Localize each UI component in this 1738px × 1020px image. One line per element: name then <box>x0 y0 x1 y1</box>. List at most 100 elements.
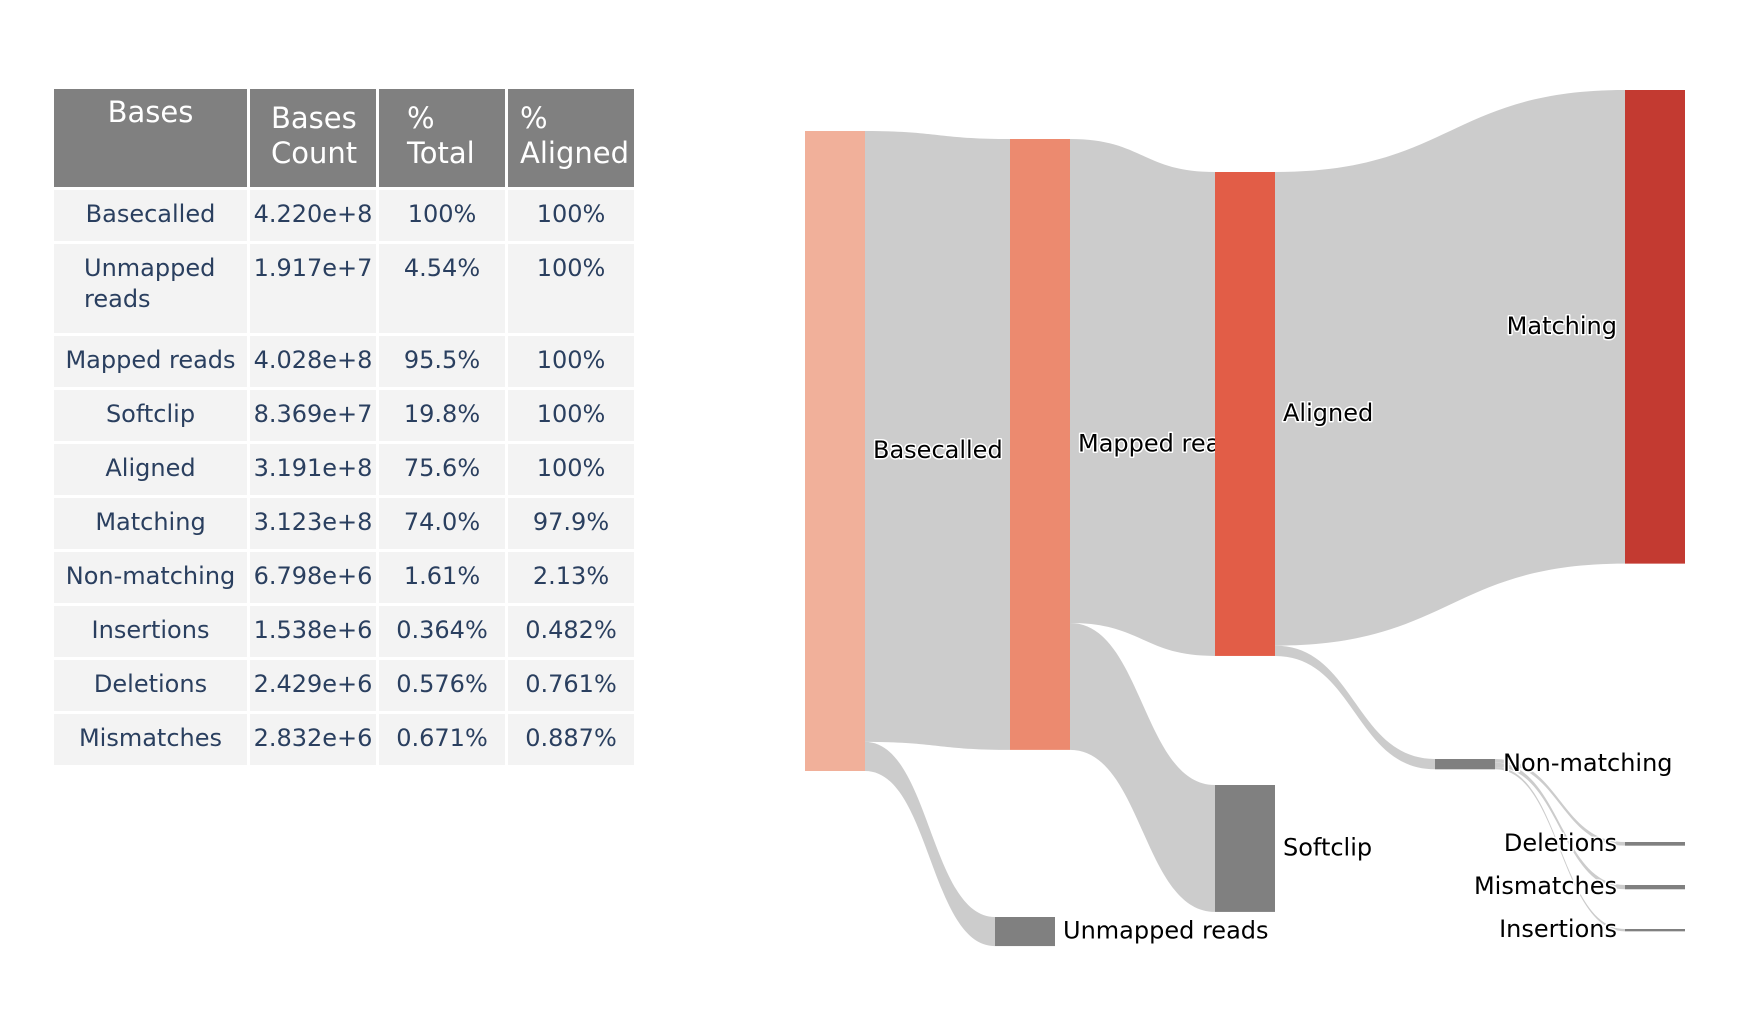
sankey-link-non-matching-to-insertions <box>1495 766 1625 932</box>
sankey-link-mapped-reads-to-softclip <box>1070 622 1215 912</box>
row-aligned: 2.13% <box>508 552 634 603</box>
sankey-label-deletions: Deletions <box>1504 829 1617 857</box>
row-count: 1.917e+7 <box>250 244 376 333</box>
row-count: 3.123e+8 <box>250 498 376 549</box>
sankey-link-non-matching-to-mismatches <box>1495 762 1625 890</box>
header-bases-count: Bases Count <box>250 89 376 187</box>
sankey-node-non-matching <box>1435 759 1495 770</box>
sankey-node-insertions <box>1625 929 1685 932</box>
row-aligned: 100% <box>508 190 634 241</box>
table-body: Basecalled 4.220e+8 100% 100% Unmapped re… <box>54 190 634 765</box>
header-line: Count <box>271 136 358 170</box>
row-total: 75.6% <box>379 444 505 495</box>
sankey-node-softclip <box>1215 785 1275 912</box>
table-row: Softclip 8.369e+7 19.8% 100% <box>54 390 634 441</box>
sankey-node-deletions <box>1625 842 1685 846</box>
stats-table: Bases Bases Count % Total % Aligned Basecal… <box>51 86 637 768</box>
row-total: 95.5% <box>379 336 505 387</box>
sankey-label-unmapped-reads: Unmapped reads <box>1063 917 1269 945</box>
table-row: Basecalled 4.220e+8 100% 100% <box>54 190 634 241</box>
header-pct-aligned: % Aligned <box>508 89 634 187</box>
row-label: Matching <box>54 498 247 549</box>
row-total: 1.61% <box>379 552 505 603</box>
row-count: 6.798e+6 <box>250 552 376 603</box>
header-line: Total <box>407 136 475 170</box>
row-total: 0.576% <box>379 660 505 711</box>
table-header-row: Bases Bases Count % Total % Aligned <box>54 89 634 187</box>
sankey-link-basecalled-to-mapped-reads <box>865 131 1010 750</box>
row-aligned: 0.482% <box>508 606 634 657</box>
row-total: 100% <box>379 190 505 241</box>
row-aligned: 100% <box>508 390 634 441</box>
row-total: 4.54% <box>379 244 505 333</box>
row-label: Basecalled <box>54 190 247 241</box>
header-line: Bases <box>271 101 357 135</box>
sankey-node-matching <box>1625 90 1685 564</box>
header-line: % <box>520 101 548 135</box>
row-total: 0.671% <box>379 714 505 765</box>
table-row: Mismatches 2.832e+6 0.671% 0.887% <box>54 714 634 765</box>
row-aligned: 100% <box>508 444 634 495</box>
header-text: % Aligned <box>508 89 634 171</box>
row-count: 8.369e+7 <box>250 390 376 441</box>
sankey-link-aligned-to-non-matching <box>1275 645 1435 770</box>
row-label: Insertions <box>54 606 247 657</box>
table-row: Matching 3.123e+8 74.0% 97.9% <box>54 498 634 549</box>
header-line: Aligned <box>520 136 629 170</box>
row-label: Softclip <box>54 390 247 441</box>
table-row: Insertions 1.538e+6 0.364% 0.482% <box>54 606 634 657</box>
sankey-node-mapped-reads <box>1010 139 1070 750</box>
sankey-label-mismatches: Mismatches <box>1474 872 1617 900</box>
header-bases: Bases <box>54 89 247 187</box>
table-row: Unmapped reads 1.917e+7 4.54% 100% <box>54 244 634 333</box>
row-total: 74.0% <box>379 498 505 549</box>
table-header: Bases Bases Count % Total % Aligned <box>54 89 634 187</box>
row-count: 4.220e+8 <box>250 190 376 241</box>
row-total: 19.8% <box>379 390 505 441</box>
row-aligned: 100% <box>508 336 634 387</box>
header-text: % Total <box>379 89 505 171</box>
row-aligned: 0.761% <box>508 660 634 711</box>
sankey-link-mapped-reads-to-aligned <box>1070 139 1215 656</box>
row-total: 0.364% <box>379 606 505 657</box>
sankey-label-insertions: Insertions <box>1499 915 1617 943</box>
sankey-label-basecalled: Basecalled <box>873 436 1003 464</box>
row-aligned: 97.9% <box>508 498 634 549</box>
sankey-node-mismatches <box>1625 885 1685 890</box>
header-text: Bases <box>54 89 247 130</box>
row-count: 1.538e+6 <box>250 606 376 657</box>
row-aligned: 0.887% <box>508 714 634 765</box>
sankey-node-unmapped-reads <box>995 917 1055 947</box>
row-aligned: 100% <box>508 244 634 333</box>
sankey-labels: Basecalled Unmapped reads Mapped reads Soft… <box>872 310 1675 946</box>
row-label-line: reads <box>84 285 151 313</box>
row-label-line: Unmapped <box>84 254 216 282</box>
row-label: Deletions <box>54 660 247 711</box>
sankey-label-mapped-reads: Mapped reads <box>1078 429 1248 457</box>
sankey-label-non-matching: Non-matching <box>1503 749 1673 777</box>
sankey-label-aligned: Aligned <box>1283 399 1373 427</box>
sankey-label-matching: Matching <box>1507 312 1617 340</box>
table-row: Deletions 2.429e+6 0.576% 0.761% <box>54 660 634 711</box>
sankey-links <box>865 90 1625 947</box>
table-row: Non-matching 6.798e+6 1.61% 2.13% <box>54 552 634 603</box>
row-count: 3.191e+8 <box>250 444 376 495</box>
row-label: Aligned <box>54 444 247 495</box>
row-label: Mismatches <box>54 714 247 765</box>
sankey-link-aligned-to-matching <box>1275 90 1625 646</box>
sankey-node-basecalled <box>805 131 865 771</box>
sankey-link-basecalled-to-unmapped-reads <box>865 741 995 947</box>
row-count: 4.028e+8 <box>250 336 376 387</box>
header-text: Bases Count <box>250 89 376 171</box>
sankey-node-aligned <box>1215 172 1275 656</box>
header-line: Bases <box>107 95 194 129</box>
row-label: Mapped reads <box>54 336 247 387</box>
row-count: 2.832e+6 <box>250 714 376 765</box>
sankey-link-non-matching-to-deletions <box>1495 759 1625 846</box>
row-label: Non-matching <box>54 552 247 603</box>
row-label: Unmapped reads <box>54 244 247 333</box>
row-count: 2.429e+6 <box>250 660 376 711</box>
header-pct-total: % Total <box>379 89 505 187</box>
table-row: Aligned 3.191e+8 75.6% 100% <box>54 444 634 495</box>
